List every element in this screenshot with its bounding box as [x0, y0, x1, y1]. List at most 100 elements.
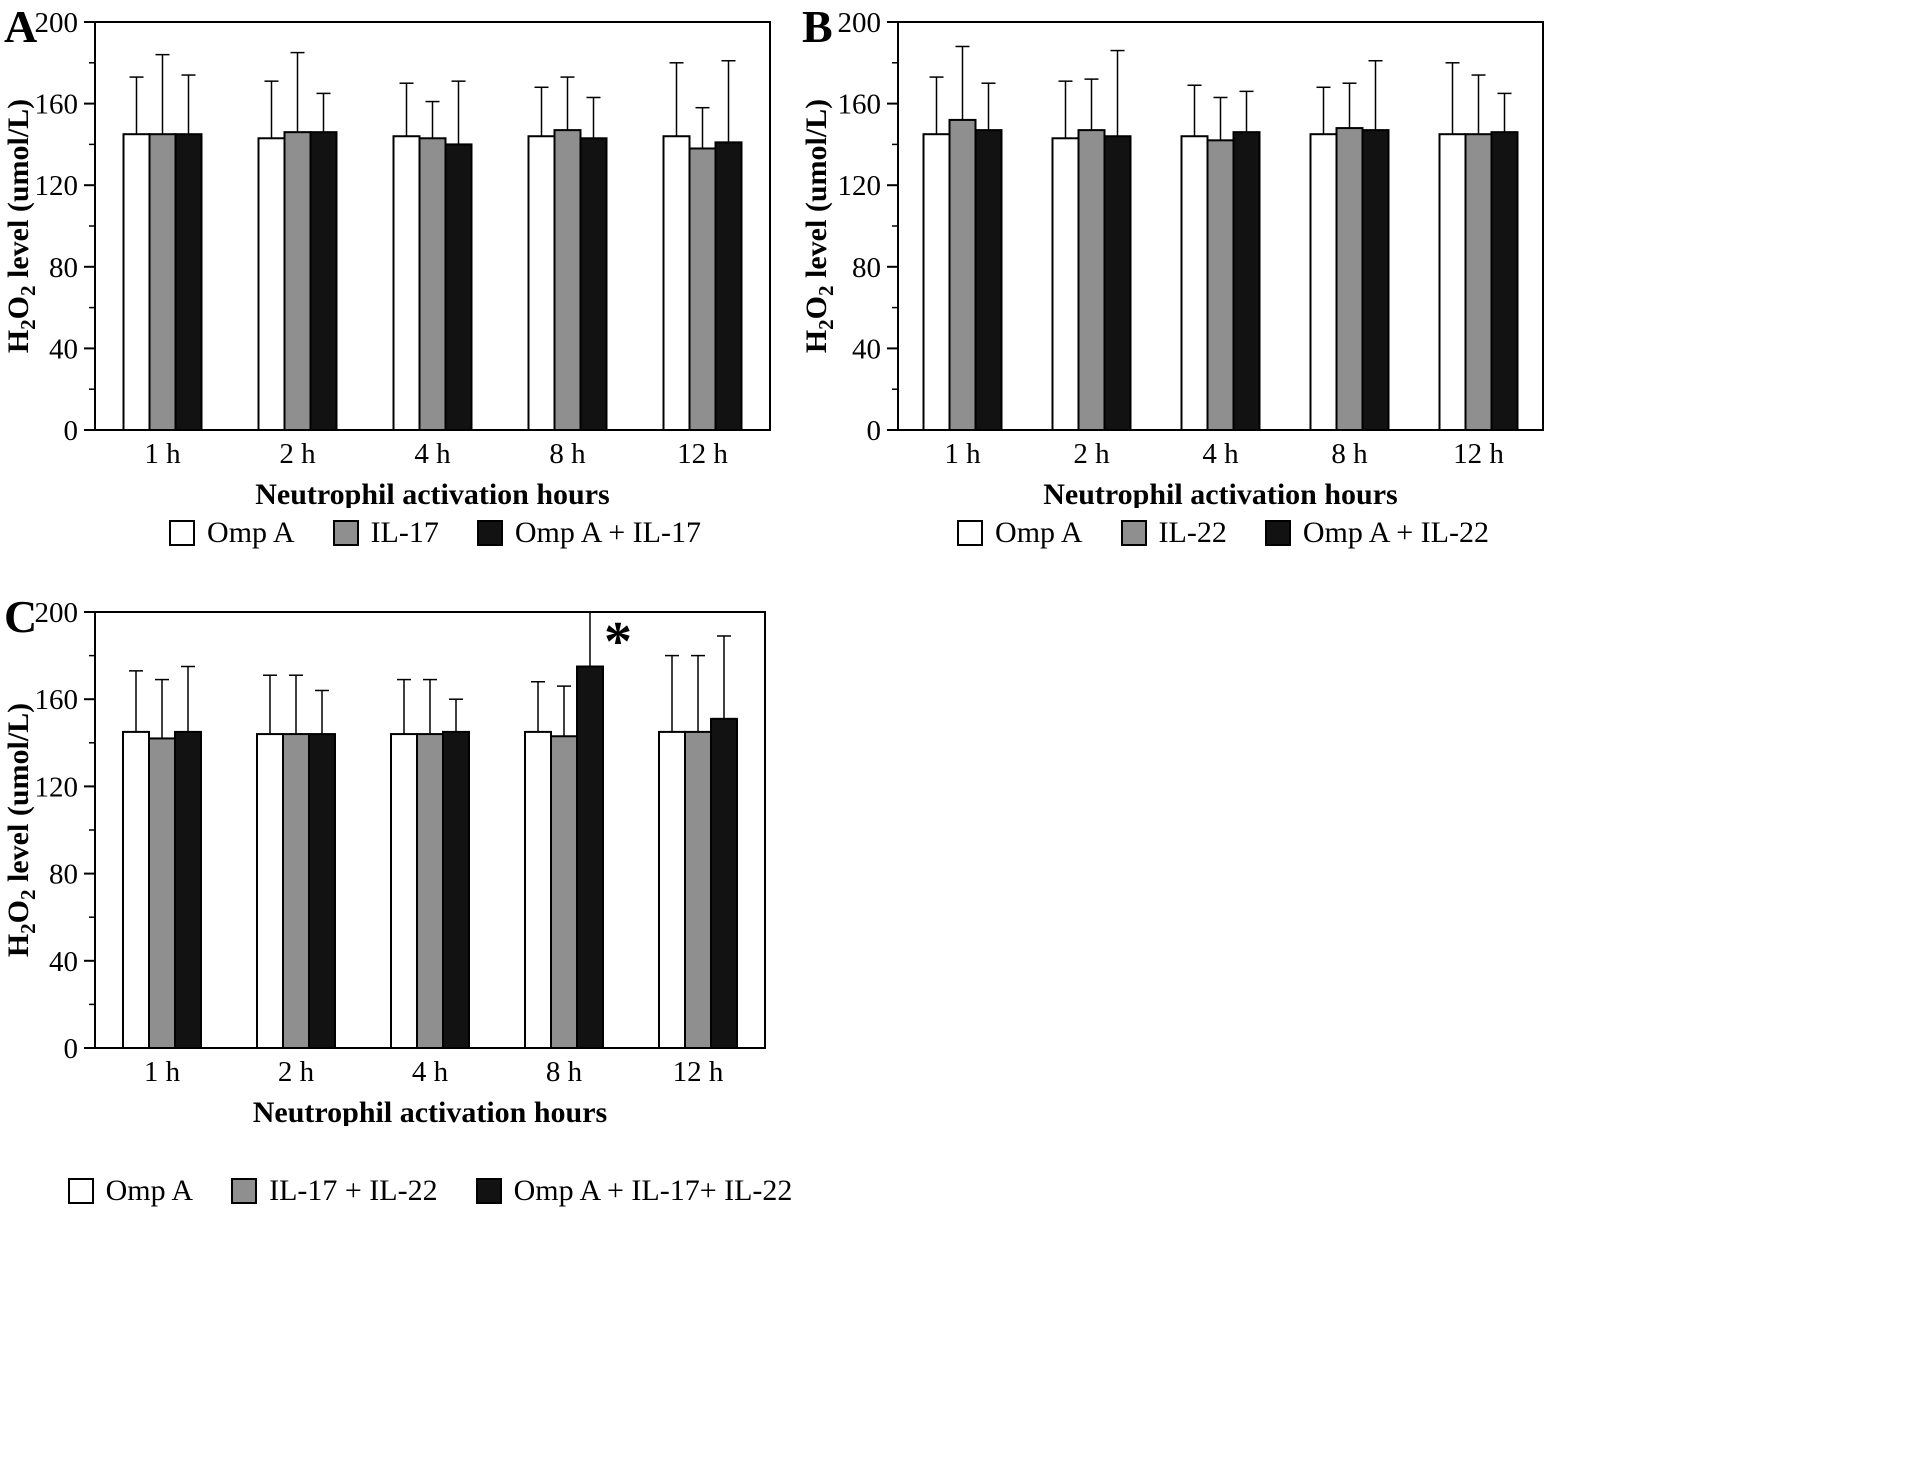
panel-a-legend: Omp A IL-17 Omp A + IL-17 [40, 516, 830, 550]
legend-label: Omp A [207, 516, 295, 549]
bar [550, 735, 578, 1049]
y-tick-label: 120 [35, 771, 79, 803]
bar [1309, 133, 1338, 431]
bar [416, 733, 444, 1050]
bar [922, 133, 951, 431]
panel-a: A 0 40 80 120 160 200 1 h 2 h 4 h 8 h 12 h Neutroph… [0, 1, 790, 550]
y-tick-label: 200 [838, 8, 882, 39]
bar [148, 737, 176, 1049]
bar [174, 730, 202, 1049]
panel-c-chart: 0 40 80 120 160 200 1 h 2 h 4 h 8 h 12 h Neutrophil… [2, 598, 766, 1126]
bar [444, 143, 473, 431]
bar [1077, 129, 1106, 432]
bar [576, 665, 604, 1049]
bar [1232, 131, 1261, 431]
bar [148, 133, 177, 431]
panel-b-legend: Omp A IL-22 Omp A + IL-22 [828, 516, 1618, 550]
legend-item: Omp A [957, 516, 1083, 550]
legend-item: Omp A [169, 516, 295, 550]
bar [1361, 129, 1390, 432]
bar [308, 733, 336, 1050]
y-tick-label: 0 [64, 415, 79, 447]
x-tick-label: 12 h [677, 438, 728, 470]
y-tick-label: 40 [852, 333, 881, 365]
legend-item: Omp A + IL-17 [476, 516, 701, 550]
legend-label: IL-22 [1158, 516, 1227, 549]
bar [553, 129, 582, 432]
legend-label: Omp A + IL-22 [1302, 516, 1489, 549]
x-tick-label: 12 h [673, 1056, 724, 1088]
y-axis-title: H2O2 level (umol/L) [800, 99, 838, 353]
x-tick-label: 2 h [1073, 438, 1110, 470]
bar [662, 135, 691, 432]
y-tick-label: 80 [852, 252, 881, 284]
y-axis-title: H2O2 level (umol/L) [2, 703, 40, 957]
x-tick-label: 4 h [414, 438, 451, 470]
bar [418, 137, 447, 431]
y-tick-label: 0 [867, 415, 882, 447]
bar [283, 131, 312, 431]
legend-swatch [332, 520, 359, 546]
legend-label: Omp A + IL-17+ IL-22 [513, 1174, 793, 1207]
panel-c-letter: C [4, 591, 38, 642]
x-tick-label: 4 h [412, 1056, 449, 1088]
y-tick-label: 200 [35, 8, 79, 39]
bar [1438, 133, 1467, 431]
legend-swatch [1264, 520, 1291, 546]
x-tick-label: 8 h [549, 438, 586, 470]
legend-item: IL-17 + IL-22 [231, 1174, 438, 1208]
x-axis-title: Neutrophil activation hours [255, 478, 609, 508]
bar [684, 730, 712, 1049]
y-tick-label: 40 [49, 333, 78, 365]
legend-item: Omp A + IL-22 [1264, 516, 1489, 550]
x-tick-label: 8 h [546, 1056, 583, 1088]
bar [390, 733, 418, 1050]
y-tick-label: 160 [35, 684, 79, 716]
bar [282, 733, 310, 1050]
bar [1490, 131, 1519, 431]
x-axis-title: Neutrophil activation hours [253, 1096, 607, 1126]
bar [974, 129, 1003, 432]
bar [1051, 137, 1080, 431]
bar [257, 137, 286, 431]
x-tick-label: 12 h [1453, 438, 1504, 470]
legend-swatch [67, 1178, 94, 1204]
legend-swatch [1120, 520, 1147, 546]
panel-c-legend: Omp A IL-17 + IL-22 Omp A + IL-17+ IL-22 [35, 1174, 825, 1208]
y-tick-label: 160 [35, 89, 79, 121]
legend-label: IL-17 [370, 516, 439, 549]
bar [392, 135, 421, 432]
y-tick-label: 120 [35, 170, 79, 202]
y-tick-label: 160 [838, 89, 882, 121]
x-axis-title: Neutrophil activation hours [1043, 478, 1397, 508]
y-axis-title: H2O2 level (umol/L) [2, 99, 40, 353]
x-tick-label: 4 h [1202, 438, 1239, 470]
bar [948, 118, 977, 431]
bar [524, 730, 552, 1049]
bar [658, 730, 686, 1049]
x-tick-label: 2 h [279, 438, 316, 470]
panel-c: C 0 40 80 120 160 200 1 h 2 h 4 h 8 h 12 h Neutroph… [0, 591, 792, 1208]
y-tick-label: 80 [49, 859, 78, 891]
bar [579, 137, 608, 431]
legend-swatch [169, 520, 196, 546]
bar [309, 131, 338, 431]
bar [442, 730, 470, 1049]
x-tick-label: 1 h [944, 438, 981, 470]
panel-b-letter: B [802, 1, 833, 52]
bar [1206, 139, 1235, 431]
legend-swatch [476, 520, 503, 546]
legend-label: Omp A [995, 516, 1083, 549]
bar [527, 135, 556, 432]
bar [122, 730, 150, 1049]
legend-item: IL-22 [1120, 516, 1227, 550]
legend-label: Omp A + IL-17 [514, 516, 701, 549]
bar [174, 133, 203, 431]
panel-b-chart: 0 40 80 120 160 200 1 h 2 h 4 h 8 h 12 h Neutrophil… [800, 8, 1544, 508]
bar [714, 141, 743, 432]
legend-swatch [957, 520, 984, 546]
bar [1180, 135, 1209, 432]
y-tick-label: 120 [838, 170, 882, 202]
legend-swatch [475, 1178, 502, 1204]
